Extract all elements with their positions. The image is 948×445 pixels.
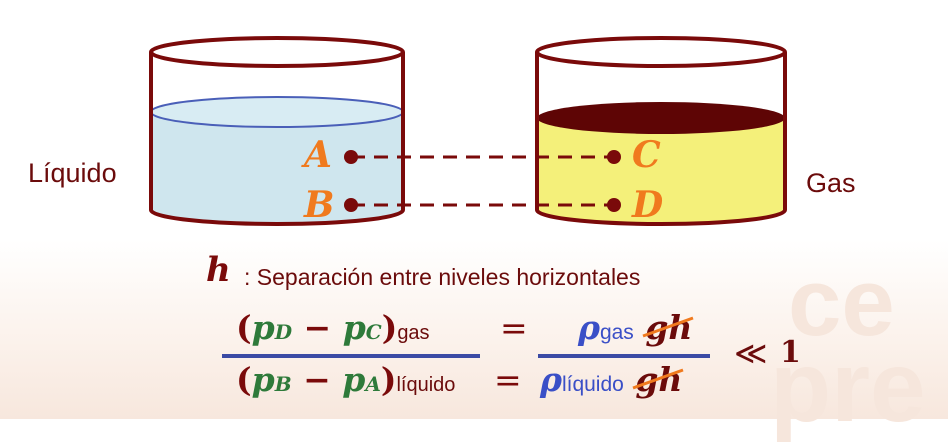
point-c-label: C — [632, 134, 661, 176]
denominator-right: ρlíquido gh — [540, 360, 684, 399]
equals-sign-top: = — [500, 308, 528, 347]
point-d-dot — [607, 198, 621, 212]
liquid-label: Líquido — [28, 158, 117, 188]
much-less-than-sign: ≪ — [734, 334, 768, 372]
point-b-dot — [344, 198, 358, 212]
one-value: 1 — [780, 335, 801, 370]
numerator-left: (pD − pC)gas — [236, 308, 430, 347]
h-description: : Separación entre niveles horizontales — [244, 264, 641, 290]
fraction-bar-right — [538, 354, 710, 358]
gh-cancelled-top: gh — [642, 308, 694, 347]
gas-label: Gas — [806, 168, 856, 198]
gas-container-body — [535, 52, 787, 226]
gas-container — [535, 36, 787, 226]
watermark-background — [0, 240, 948, 419]
liquid-container-rim — [149, 36, 405, 68]
point-d-label: D — [632, 184, 664, 226]
containers-diagram — [149, 36, 787, 226]
gas-container-rim — [535, 36, 787, 68]
point-a-label: A — [304, 134, 332, 176]
denominator-left: (pB − pA)líquido — [236, 360, 456, 399]
equals-sign-bottom: = — [494, 360, 522, 399]
point-b-label: B — [304, 184, 335, 226]
gas-fill — [537, 118, 785, 224]
liquid-fill — [151, 112, 403, 224]
liquid-container — [149, 36, 405, 226]
h-symbol: h — [206, 250, 231, 290]
fraction-bar-left — [222, 354, 480, 358]
point-c-dot — [607, 150, 621, 164]
numerator-right: ρgas gh — [578, 308, 694, 347]
liquid-container-body — [149, 52, 405, 226]
liquid-surface — [150, 96, 404, 128]
gh-cancelled-bottom: gh — [632, 360, 684, 399]
gas-top-surface — [537, 102, 785, 134]
point-a-dot — [344, 150, 358, 164]
